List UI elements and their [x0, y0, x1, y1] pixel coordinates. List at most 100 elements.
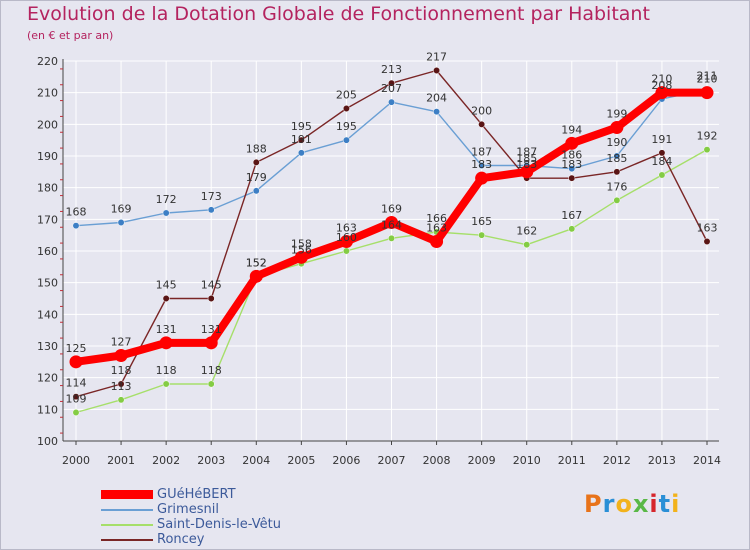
data-label: 191 — [651, 133, 672, 146]
data-label: 183 — [516, 158, 537, 171]
y-tick-label: 100 — [37, 435, 58, 448]
y-tick-label: 200 — [37, 118, 58, 131]
data-label: 166 — [426, 212, 447, 225]
series-point-1 — [613, 152, 621, 160]
series-point-0 — [520, 165, 534, 179]
legend-swatch — [101, 509, 153, 511]
logo-letter: r — [602, 490, 616, 518]
series-point-1 — [162, 209, 170, 217]
data-label: 211 — [697, 70, 718, 83]
data-label: 210 — [697, 73, 718, 86]
data-label: 158 — [291, 237, 312, 250]
series-point-0 — [565, 136, 579, 150]
x-tick-label: 2000 — [62, 454, 90, 467]
data-label: 109 — [66, 393, 87, 406]
series-point-0 — [430, 235, 444, 248]
data-label: 163 — [336, 222, 357, 235]
data-label: 183 — [471, 158, 492, 171]
data-label: 187 — [516, 146, 537, 159]
data-label: 199 — [606, 108, 627, 121]
y-tick-label: 210 — [37, 87, 58, 100]
x-tick-label: 2007 — [378, 454, 406, 467]
series-point-0 — [339, 235, 353, 248]
series-point-2 — [207, 380, 215, 388]
data-label: 118 — [156, 364, 177, 377]
data-label: 192 — [697, 130, 718, 143]
series-point-0 — [610, 121, 624, 134]
data-label: 131 — [201, 323, 222, 336]
x-tick-label: 2013 — [648, 454, 676, 467]
series-point-0 — [114, 349, 128, 362]
x-tick-label: 2006 — [332, 454, 360, 467]
series-point-3 — [162, 295, 170, 302]
y-tick-label: 140 — [37, 308, 58, 321]
legend-swatch — [101, 539, 153, 541]
series-point-1 — [207, 206, 215, 214]
data-label: 184 — [651, 155, 672, 168]
series-point-2 — [658, 171, 666, 179]
data-label: 152 — [246, 256, 267, 269]
series-point-0 — [204, 336, 218, 350]
data-label: 176 — [606, 180, 627, 193]
data-label: 145 — [156, 279, 177, 292]
data-label: 183 — [561, 158, 582, 171]
y-tick-label: 120 — [37, 372, 58, 385]
data-label: 125 — [66, 342, 87, 355]
series-point-2 — [478, 231, 486, 239]
series-point-0 — [700, 86, 714, 100]
series-point-3 — [388, 79, 395, 87]
data-label: 114 — [66, 377, 87, 390]
data-label: 210 — [651, 73, 672, 86]
series-point-0 — [385, 216, 398, 229]
data-label: 145 — [201, 279, 222, 292]
data-label: 113 — [111, 380, 132, 393]
series-point-0 — [655, 86, 669, 100]
series-point-2 — [117, 396, 125, 404]
chart-title: Evolution de la Dotation Globale de Fonc… — [27, 3, 650, 25]
y-tick-label: 150 — [37, 277, 58, 290]
series-point-3 — [568, 174, 576, 182]
x-tick-label: 2005 — [287, 454, 315, 467]
x-tick-label: 2012 — [603, 454, 631, 467]
data-label: 195 — [291, 120, 312, 133]
data-label: 160 — [336, 231, 357, 244]
data-label: 191 — [291, 133, 312, 146]
legend-label: Grimesnil — [157, 502, 219, 517]
data-label: 213 — [381, 63, 402, 76]
logo-letter: o — [615, 490, 633, 518]
series-point-3 — [72, 393, 80, 401]
y-tick-label: 180 — [37, 182, 58, 195]
series-point-1 — [478, 162, 486, 169]
y-tick-label: 160 — [37, 245, 58, 258]
x-tick-label: 2010 — [513, 454, 541, 467]
series-point-3 — [478, 120, 486, 128]
series-point-3 — [297, 136, 305, 144]
x-tick-label: 2008 — [423, 454, 451, 467]
data-label: 169 — [381, 203, 402, 216]
series-point-0 — [159, 336, 173, 350]
series-point-1 — [433, 108, 441, 116]
data-label: 118 — [201, 364, 222, 377]
series-point-3 — [117, 380, 125, 388]
series-point-2 — [342, 247, 350, 255]
data-label: 172 — [156, 193, 177, 206]
x-tick-label: 2002 — [152, 454, 180, 467]
series-point-3 — [342, 105, 350, 112]
data-label: 186 — [561, 149, 582, 162]
series-point-2 — [703, 146, 711, 154]
logo-letter: P — [584, 490, 603, 518]
series-point-3 — [703, 238, 711, 245]
series-point-1 — [568, 165, 576, 173]
legend-swatch — [101, 524, 153, 526]
y-tick-label: 130 — [37, 340, 58, 353]
logo-letter: x — [632, 490, 650, 518]
data-label: 127 — [111, 336, 132, 349]
y-tick-label: 190 — [37, 150, 58, 163]
logo-letter: i — [649, 490, 659, 518]
data-label: 168 — [66, 206, 87, 219]
series-point-1 — [297, 149, 305, 157]
logo-letter: i — [671, 490, 681, 518]
data-label: 179 — [246, 171, 267, 184]
data-label: 169 — [111, 203, 132, 216]
series-point-2 — [388, 234, 395, 242]
